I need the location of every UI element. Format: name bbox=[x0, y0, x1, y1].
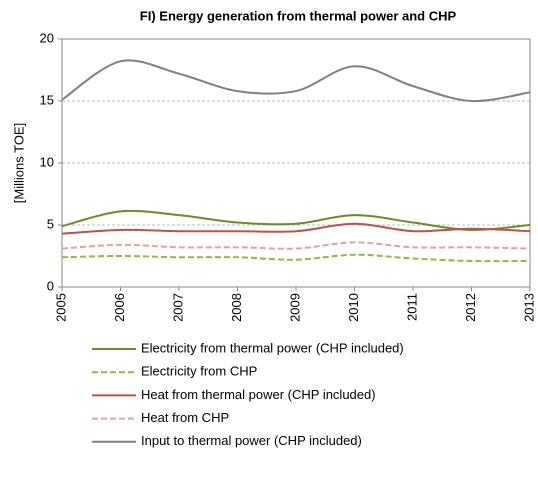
series-line bbox=[61, 241, 531, 250]
x-tick-label: 2009 bbox=[287, 293, 302, 322]
chart-title: FI) Energy generation from thermal power… bbox=[140, 8, 457, 23]
legend-label: Heat from CHP bbox=[141, 410, 229, 425]
x-tick-label: 2008 bbox=[229, 293, 244, 322]
x-tick-label: 2005 bbox=[53, 293, 68, 322]
legend-label: Heat from thermal power (CHP included) bbox=[141, 387, 376, 402]
x-tick-label: 2011 bbox=[404, 293, 419, 321]
series-line bbox=[61, 253, 531, 263]
y-tick-label: 20 bbox=[40, 30, 54, 45]
series-line bbox=[61, 222, 531, 235]
y-axis-label: [Millions TOE] bbox=[11, 123, 26, 203]
legend-label: Electricity from CHP bbox=[141, 364, 257, 379]
x-tick-label: 2010 bbox=[346, 293, 361, 322]
legend-label: Input to thermal power (CHP included) bbox=[141, 433, 362, 448]
y-tick-label: 0 bbox=[47, 278, 54, 293]
y-tick-label: 10 bbox=[40, 154, 54, 169]
series-line bbox=[61, 209, 531, 231]
x-tick-label: 2006 bbox=[112, 293, 127, 322]
x-tick-label: 2012 bbox=[463, 293, 478, 322]
x-tick-label: 2013 bbox=[521, 293, 536, 322]
legend-label: Electricity from thermal power (CHP incl… bbox=[141, 340, 404, 355]
y-tick-label: 15 bbox=[40, 92, 54, 107]
x-tick-label: 2007 bbox=[170, 293, 185, 322]
y-tick-label: 5 bbox=[47, 216, 54, 231]
series-line bbox=[61, 59, 531, 103]
